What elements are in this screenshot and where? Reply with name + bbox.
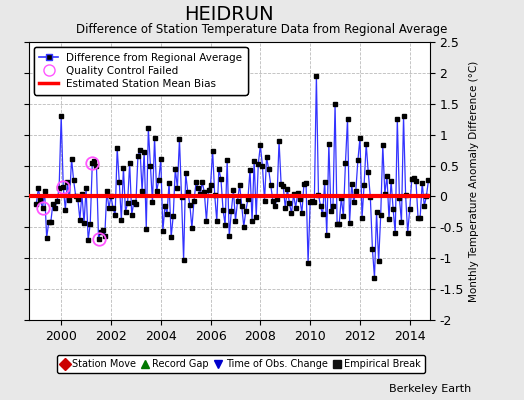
- Title: HEIDRUN: HEIDRUN: [184, 5, 274, 24]
- Text: Difference of Station Temperature Data from Regional Average: Difference of Station Temperature Data f…: [77, 24, 447, 36]
- Legend: Station Move, Record Gap, Time of Obs. Change, Empirical Break: Station Move, Record Gap, Time of Obs. C…: [58, 355, 424, 373]
- Text: Berkeley Earth: Berkeley Earth: [389, 384, 472, 394]
- Legend: Difference from Regional Average, Quality Control Failed, Estimated Station Mean: Difference from Regional Average, Qualit…: [34, 47, 247, 94]
- Y-axis label: Monthly Temperature Anomaly Difference (°C): Monthly Temperature Anomaly Difference (…: [470, 60, 479, 302]
